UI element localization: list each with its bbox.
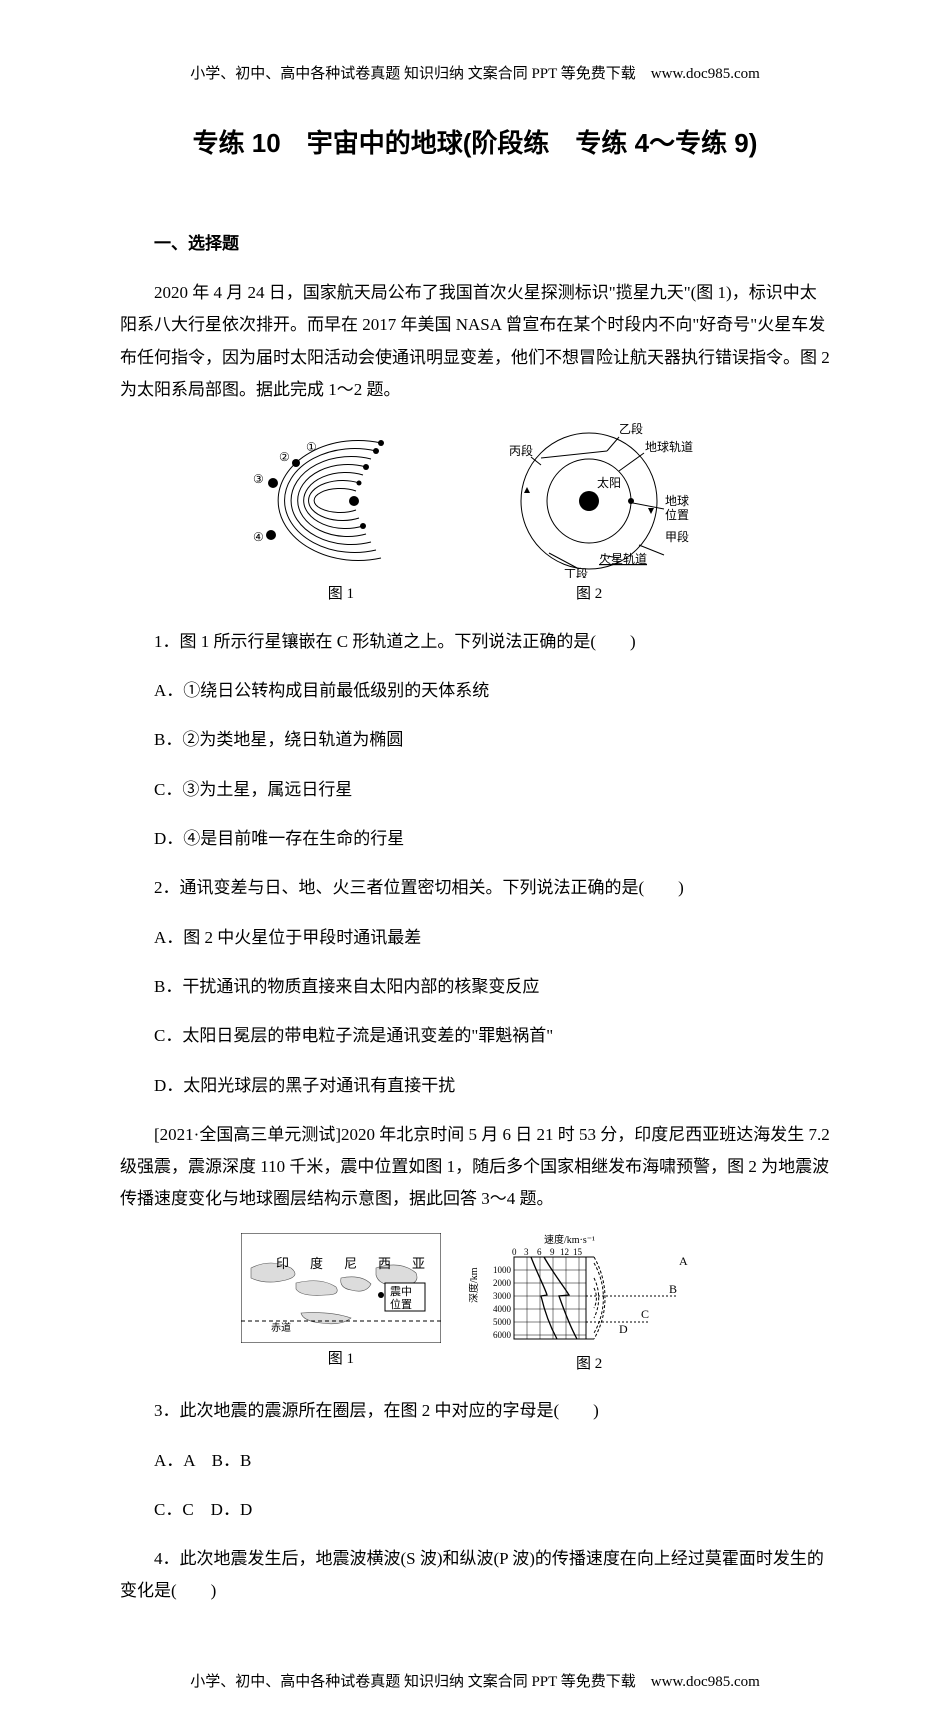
sun-label: 太阳 xyxy=(597,475,621,490)
c-orbit-diagram: ① ② ③ ④ xyxy=(241,423,441,578)
q3-option-ab: A．A B．B xyxy=(120,1445,830,1477)
layer-c: C xyxy=(641,1307,649,1321)
svg-text:12: 12 xyxy=(560,1247,569,1257)
svg-text:4000: 4000 xyxy=(493,1304,512,1314)
svg-text:6: 6 xyxy=(537,1247,542,1257)
mars-orbit-label: 火星轨道 xyxy=(599,552,647,566)
passage-2: [2021·全国高三单元测试]2020 年北京时间 5 月 6 日 21 时 5… xyxy=(120,1119,830,1216)
page-header: 小学、初中、高中各种试卷真题 知识归纳 文案合同 PPT 等免费下载 www.d… xyxy=(120,60,830,89)
q2-option-a: A．图 2 中火星位于甲段时通讯最差 xyxy=(120,922,830,954)
svg-text:6000: 6000 xyxy=(493,1330,512,1340)
svg-text:9: 9 xyxy=(550,1247,555,1257)
label-3: ③ xyxy=(253,472,264,486)
section-heading-1: 一、选择题 xyxy=(120,228,830,260)
label-1: ① xyxy=(306,440,317,454)
q1-option-d: D．④是目前唯一存在生命的行星 xyxy=(120,823,830,855)
x-axis-title: 速度/km·s⁻¹ xyxy=(544,1233,595,1246)
q1-option-a: A．①绕日公转构成目前最低级别的天体系统 xyxy=(120,675,830,707)
worksheet-title: 专练 10 宇宙中的地球(阶段练 专练 4～专练 9) xyxy=(120,119,830,168)
earth-pos-label: 地球 位置 xyxy=(665,494,692,522)
layer-d: D xyxy=(619,1322,628,1336)
figure-row-1: ① ② ③ ④ 图 1 太阳 地球轨道 xyxy=(120,423,830,609)
figure-2-right: 速度/km·s⁻¹ 0 3 6 9 12 15 xyxy=(469,1233,709,1379)
earth-orbit-label: 地球轨道 xyxy=(645,440,693,454)
figure-1-right-caption: 图 2 xyxy=(469,580,709,609)
q2-option-d: D．太阳光球层的黑子对通讯有直接干扰 xyxy=(120,1070,830,1102)
seg-b-label: 乙段 xyxy=(619,423,643,436)
svg-text:15: 15 xyxy=(573,1247,583,1257)
label-2: ② xyxy=(279,450,290,464)
solar-system-partial-diagram: 太阳 地球轨道 地球 位置 甲段 乙段 丙段 xyxy=(469,423,709,578)
passage-1: 2020 年 4 月 24 日，国家航天局公布了我国首次火星探测标识"揽星九天"… xyxy=(120,277,830,406)
figure-2-left: 赤道 震中 位置 印 度 尼 西 亚 图 1 xyxy=(241,1233,441,1374)
q1-stem: 1．图 1 所示行星镶嵌在 C 形轨道之上。下列说法正确的是( ) xyxy=(120,626,830,658)
y-axis-title: 深度/km xyxy=(469,1267,480,1303)
q3-option-cd: C．C D．D xyxy=(120,1494,830,1526)
seg-a-label: 甲段 xyxy=(665,529,689,544)
svg-text:3: 3 xyxy=(524,1247,529,1257)
page-footer: 小学、初中、高中各种试卷真题 知识归纳 文案合同 PPT 等免费下载 www.d… xyxy=(120,1668,830,1697)
figure-2-left-caption: 图 1 xyxy=(241,1345,441,1374)
layer-a: A xyxy=(679,1254,688,1268)
figure-1-left-caption: 图 1 xyxy=(241,580,441,609)
q4-stem: 4．此次地震发生后，地震波横波(S 波)和纵波(P 波)的传播速度在向上经过莫霍… xyxy=(120,1543,830,1608)
figure-1-right: 太阳 地球轨道 地球 位置 甲段 乙段 丙段 xyxy=(469,423,709,609)
q2-option-c: C．太阳日冕层的带电粒子流是通讯变差的"罪魁祸首" xyxy=(120,1020,830,1052)
equator-label: 赤道 xyxy=(271,1321,291,1334)
figure-row-2: 赤道 震中 位置 印 度 尼 西 亚 图 1 速度/km·s⁻¹ 0 xyxy=(120,1233,830,1379)
layer-b: B xyxy=(669,1282,677,1296)
svg-text:2000: 2000 xyxy=(493,1278,512,1288)
svg-text:0: 0 xyxy=(512,1247,517,1257)
country-label: 印 度 尼 西 亚 xyxy=(276,1256,429,1271)
q1-option-b: B．②为类地星，绕日轨道为椭圆 xyxy=(120,724,830,756)
q2-stem: 2．通讯变差与日、地、火三者位置密切相关。下列说法正确的是( ) xyxy=(120,872,830,904)
seismic-layers-chart: 速度/km·s⁻¹ 0 3 6 9 12 15 xyxy=(469,1233,709,1348)
figure-2-right-caption: 图 2 xyxy=(469,1350,709,1379)
svg-text:1000: 1000 xyxy=(493,1265,512,1275)
seg-c-label: 丙段 xyxy=(509,443,533,458)
svg-text:3000: 3000 xyxy=(493,1291,512,1301)
q3-stem: 3．此次地震的震源所在圈层，在图 2 中对应的字母是( ) xyxy=(120,1395,830,1427)
figure-1-left: ① ② ③ ④ 图 1 xyxy=(241,423,441,609)
q2-option-b: B．干扰通讯的物质直接来自太阳内部的核聚变反应 xyxy=(120,971,830,1003)
label-4: ④ xyxy=(253,530,264,544)
svg-text:5000: 5000 xyxy=(493,1317,512,1327)
q1-option-c: C．③为土星，属远日行星 xyxy=(120,774,830,806)
indonesia-map: 赤道 震中 位置 印 度 尼 西 亚 xyxy=(241,1233,441,1343)
